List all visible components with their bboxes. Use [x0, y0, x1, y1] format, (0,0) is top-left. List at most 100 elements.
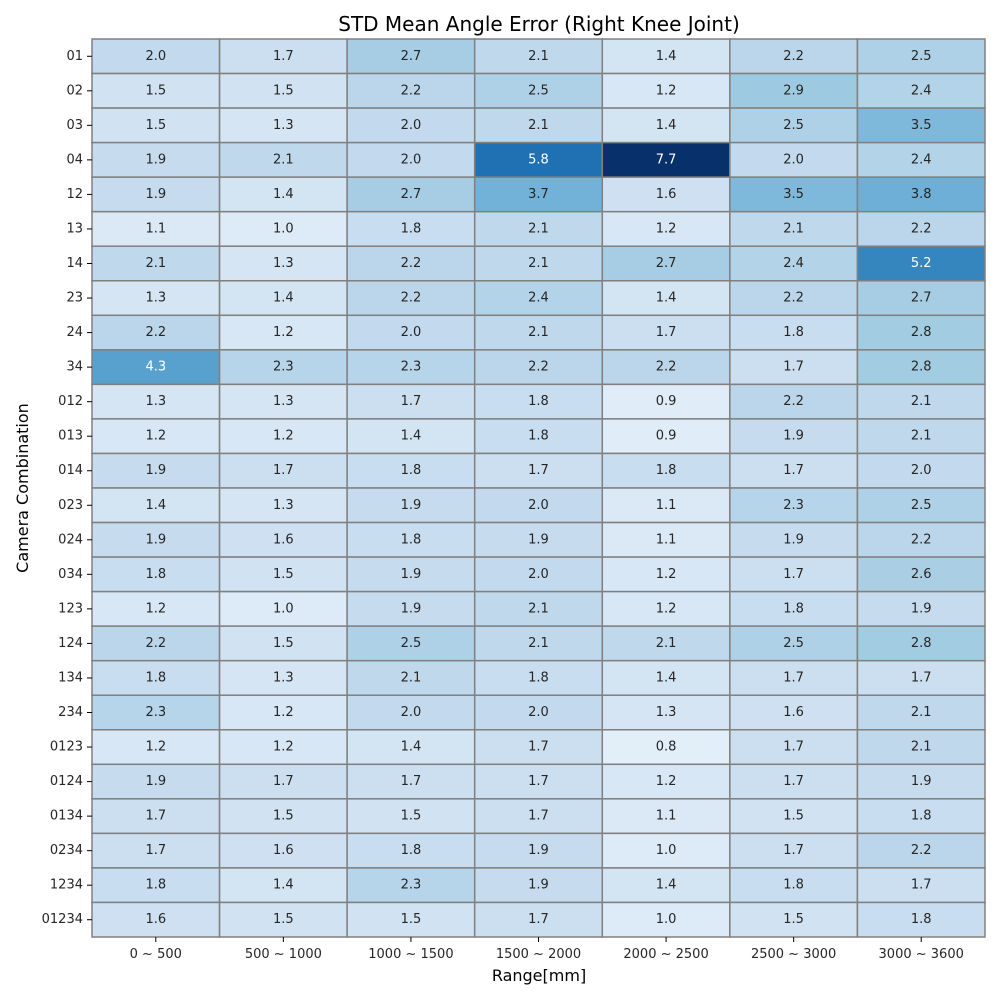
cell-value-label: 1.9	[145, 774, 166, 789]
cell-value-label: 2.8	[911, 636, 932, 651]
cell-value-label: 2.8	[911, 325, 932, 340]
y-tick-label: 24	[66, 325, 83, 340]
cell-value-label: 2.2	[911, 843, 932, 858]
cell-value-label: 1.1	[656, 498, 677, 513]
cell-value-label: 1.2	[656, 567, 677, 582]
y-axis-label: Camera Combination	[13, 403, 32, 573]
cell-value-label: 1.3	[273, 498, 294, 513]
x-tick-label: 2500 ~ 3000	[751, 947, 836, 962]
cell-value-label: 1.6	[656, 187, 677, 202]
heatmap-cell	[91, 659, 221, 696]
cell-value-label: 1.9	[528, 843, 549, 858]
cell-value-label: 1.7	[401, 394, 422, 409]
cell-value-label: 1.2	[273, 429, 294, 444]
cell-value-label: 1.3	[145, 291, 166, 306]
heatmap-cell	[601, 314, 731, 351]
cell-value-label: 1.8	[911, 809, 932, 824]
heatmap-cell	[856, 590, 986, 627]
cell-value-label: 7.7	[656, 152, 677, 167]
cell-value-label: 2.1	[656, 636, 677, 651]
cell-value-label: 0.9	[656, 429, 677, 444]
heatmap-cell	[91, 176, 221, 213]
cell-value-label: 1.7	[783, 360, 804, 375]
heatmap-cell	[346, 245, 476, 282]
cell-value-label: 2.5	[783, 636, 804, 651]
heatmap-cell	[601, 487, 731, 524]
y-tick-label: 12	[66, 187, 83, 202]
cell-value-label: 2.2	[911, 532, 932, 547]
heatmap-cell	[218, 729, 348, 766]
heatmap-cell	[346, 452, 476, 489]
cell-value-label: 1.4	[145, 498, 166, 513]
cell-value-label: 1.8	[145, 670, 166, 685]
heatmap-cell	[601, 383, 731, 420]
heatmap-cell	[601, 832, 731, 869]
cell-value-label: 1.7	[783, 843, 804, 858]
heatmap-cell	[729, 383, 859, 420]
cell-value-label: 2.1	[528, 325, 549, 340]
heatmap-cell	[856, 107, 986, 144]
cell-value-label: 2.5	[911, 498, 932, 513]
heatmap-cell	[218, 556, 348, 593]
heatmap-cell	[729, 245, 859, 282]
cell-value-label: 2.2	[145, 636, 166, 651]
heatmap-cell	[856, 280, 986, 317]
cell-value-label: 1.9	[145, 463, 166, 478]
cell-value-label: 3.8	[911, 187, 932, 202]
heatmap-cell	[601, 72, 731, 109]
heatmap-cell	[218, 418, 348, 455]
heatmap-cell	[91, 349, 221, 386]
heatmap-cell	[473, 901, 604, 938]
cell-value-label: 1.9	[783, 532, 804, 547]
heatmap-cell	[856, 141, 986, 178]
cell-value-label: 2.1	[145, 256, 166, 271]
cell-value-label: 1.8	[528, 394, 549, 409]
cell-value-label: 1.3	[273, 256, 294, 271]
y-tick-label: 0234	[50, 843, 83, 858]
heatmap-cell	[601, 556, 731, 593]
y-tick-label: 124	[58, 636, 83, 651]
heatmap-cell	[856, 349, 986, 386]
heatmap-cell	[856, 487, 986, 524]
cell-value-label: 1.8	[145, 567, 166, 582]
heatmap-cell	[473, 487, 604, 524]
cell-value-label: 1.4	[401, 740, 422, 755]
cell-value-label: 1.9	[145, 187, 166, 202]
heatmap-cell	[218, 383, 348, 420]
y-tick-label: 123	[58, 601, 83, 616]
cell-value-label: 2.5	[783, 118, 804, 133]
cell-value-label: 2.7	[401, 49, 422, 64]
cell-value-label: 2.1	[911, 394, 932, 409]
cell-value-label: 1.8	[911, 912, 932, 927]
cell-value-label: 1.7	[528, 740, 549, 755]
cell-value-label: 1.1	[145, 221, 166, 236]
cell-value-label: 1.6	[273, 843, 294, 858]
cell-value-label: 1.7	[783, 670, 804, 685]
cell-value-label: 1.4	[656, 670, 677, 685]
heatmap-cell	[601, 659, 731, 696]
y-tick-label: 34	[66, 360, 83, 375]
heatmap-cell	[601, 625, 731, 662]
cell-value-label: 2.9	[783, 83, 804, 98]
cell-value-label: 1.2	[145, 601, 166, 616]
cell-value-label: 1.9	[528, 878, 549, 893]
cell-value-label: 1.9	[401, 567, 422, 582]
cell-value-label: 1.0	[656, 912, 677, 927]
x-tick-label: 1500 ~ 2000	[496, 947, 581, 962]
cell-value-label: 1.4	[656, 118, 677, 133]
heatmap-cell	[218, 280, 348, 317]
cell-value-label: 1.2	[656, 221, 677, 236]
cell-value-label: 1.5	[273, 912, 294, 927]
cell-value-label: 2.0	[401, 325, 422, 340]
cell-value-label: 2.0	[401, 118, 422, 133]
cell-value-label: 2.0	[528, 705, 549, 720]
cell-value-label: 2.7	[656, 256, 677, 271]
cell-value-label: 1.7	[145, 843, 166, 858]
y-tick-label: 04	[66, 152, 83, 167]
cell-value-label: 2.1	[911, 740, 932, 755]
heatmap-cell	[473, 521, 604, 558]
heatmap-cell	[601, 349, 731, 386]
cell-value-label: 1.9	[528, 532, 549, 547]
cell-value-label: 2.2	[401, 83, 422, 98]
heatmap-cell	[473, 452, 604, 489]
